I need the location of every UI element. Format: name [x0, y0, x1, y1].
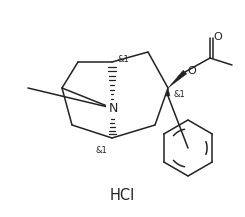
- Text: O: O: [213, 32, 222, 42]
- Polygon shape: [166, 88, 170, 96]
- Text: &1: &1: [117, 54, 129, 64]
- Text: &1: &1: [95, 146, 107, 155]
- Text: N: N: [108, 102, 118, 115]
- Text: &1: &1: [173, 90, 185, 99]
- Text: HCl: HCl: [109, 187, 135, 202]
- Polygon shape: [168, 70, 187, 88]
- Text: O: O: [187, 66, 196, 76]
